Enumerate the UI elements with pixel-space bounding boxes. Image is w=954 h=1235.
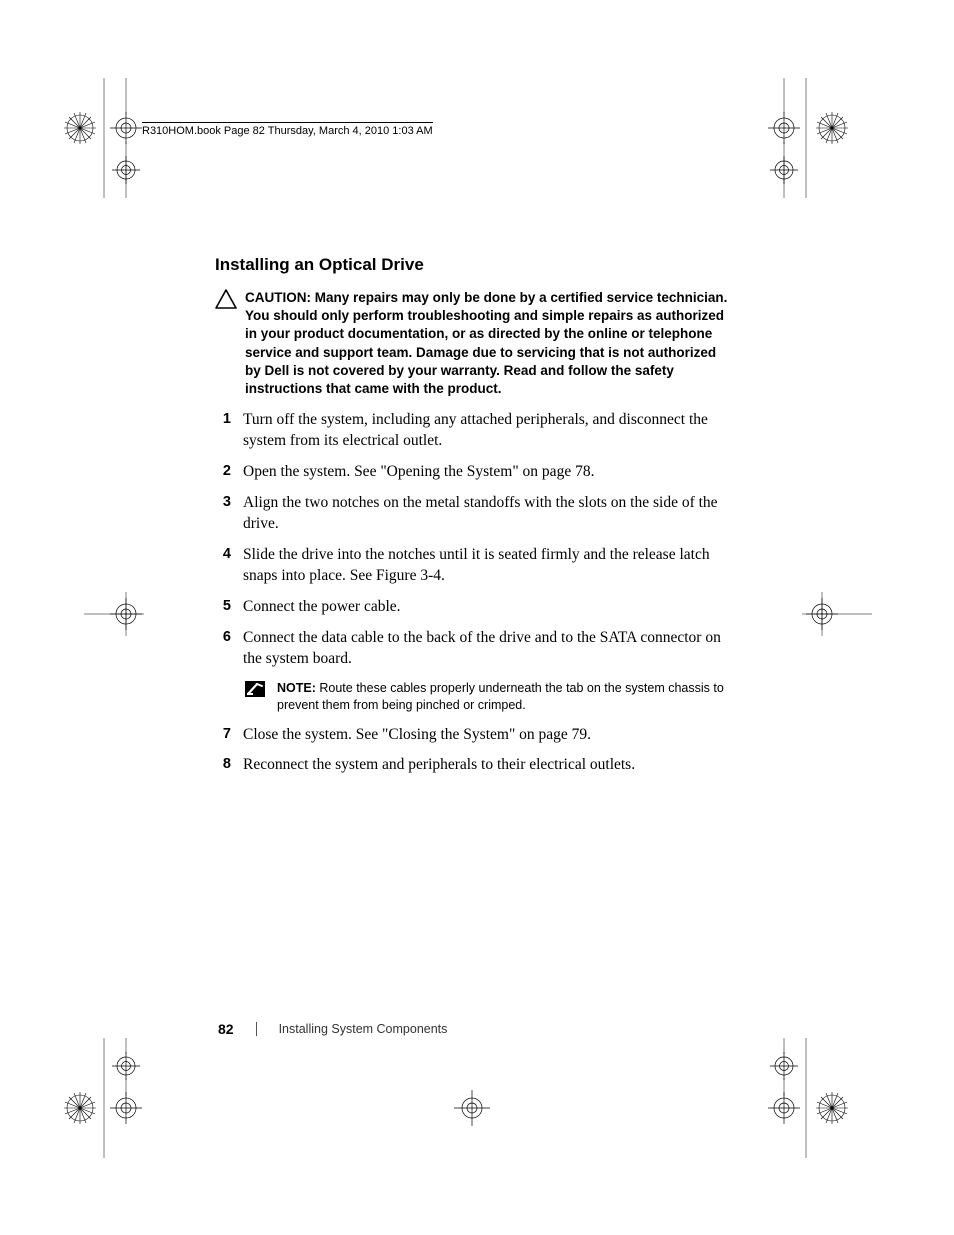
note-text: NOTE: Route these cables properly undern… bbox=[277, 680, 735, 715]
cropmark-bottom-right bbox=[756, 1038, 896, 1158]
caution-label: CAUTION: bbox=[245, 290, 311, 305]
step-number: 3 bbox=[215, 493, 243, 513]
step-item: 5Connect the power cable. bbox=[215, 597, 735, 618]
step-number: 8 bbox=[215, 755, 243, 775]
step-number: 6 bbox=[215, 628, 243, 648]
step-item: 2Open the system. See "Opening the Syste… bbox=[215, 462, 735, 483]
step-item: 7Close the system. See "Closing the Syst… bbox=[215, 725, 735, 746]
note-icon bbox=[245, 681, 267, 702]
cropmark-mid-right bbox=[802, 592, 872, 636]
step-number: 1 bbox=[215, 410, 243, 430]
step-body: Turn off the system, including any attac… bbox=[243, 410, 735, 452]
step-item: 6Connect the data cable to the back of t… bbox=[215, 628, 735, 670]
cropmark-top-right bbox=[756, 78, 896, 198]
cropmark-mid-left bbox=[84, 592, 144, 636]
steps-list: 1Turn off the system, including any atta… bbox=[215, 410, 735, 776]
note-body: Route these cables properly underneath t… bbox=[277, 681, 724, 713]
step-number: 4 bbox=[215, 545, 243, 565]
footer-section-label: Installing System Components bbox=[279, 1022, 448, 1036]
step-item: 8Reconnect the system and peripherals to… bbox=[215, 755, 735, 776]
step-body: Align the two notches on the metal stand… bbox=[243, 493, 735, 535]
cropmark-bottom-center bbox=[450, 1086, 494, 1130]
page-content: Installing an Optical Drive CAUTION: Man… bbox=[215, 255, 735, 786]
step-body: Connect the data cable to the back of th… bbox=[243, 628, 735, 670]
section-title: Installing an Optical Drive bbox=[215, 255, 735, 275]
step-item: 1Turn off the system, including any atta… bbox=[215, 410, 735, 452]
caution-body: Many repairs may only be done by a certi… bbox=[245, 290, 727, 396]
step-body: Reconnect the system and peripherals to … bbox=[243, 755, 735, 776]
step-number: 5 bbox=[215, 597, 243, 617]
caution-icon bbox=[215, 289, 239, 314]
note-block: NOTE: Route these cables properly undern… bbox=[245, 680, 735, 715]
step-item: 4Slide the drive into the notches until … bbox=[215, 545, 735, 587]
step-number: 7 bbox=[215, 725, 243, 745]
step-body: Open the system. See "Opening the System… bbox=[243, 462, 735, 483]
page-footer: 82 Installing System Components bbox=[218, 1021, 447, 1037]
step-body: Slide the drive into the notches until i… bbox=[243, 545, 735, 587]
note-label: NOTE: bbox=[277, 681, 316, 695]
step-item: 3Align the two notches on the metal stan… bbox=[215, 493, 735, 535]
step-body: Close the system. See "Closing the Syste… bbox=[243, 725, 735, 746]
cropmark-bottom-left bbox=[58, 1038, 198, 1158]
page-number: 82 bbox=[218, 1021, 234, 1037]
cropmark-top-left bbox=[58, 78, 198, 198]
step-number: 2 bbox=[215, 462, 243, 482]
footer-separator bbox=[256, 1022, 257, 1036]
running-header: R310HOM.book Page 82 Thursday, March 4, … bbox=[142, 122, 433, 137]
step-body: Connect the power cable. bbox=[243, 597, 735, 618]
caution-block: CAUTION: Many repairs may only be done b… bbox=[215, 289, 735, 398]
caution-text: CAUTION: Many repairs may only be done b… bbox=[245, 289, 735, 398]
